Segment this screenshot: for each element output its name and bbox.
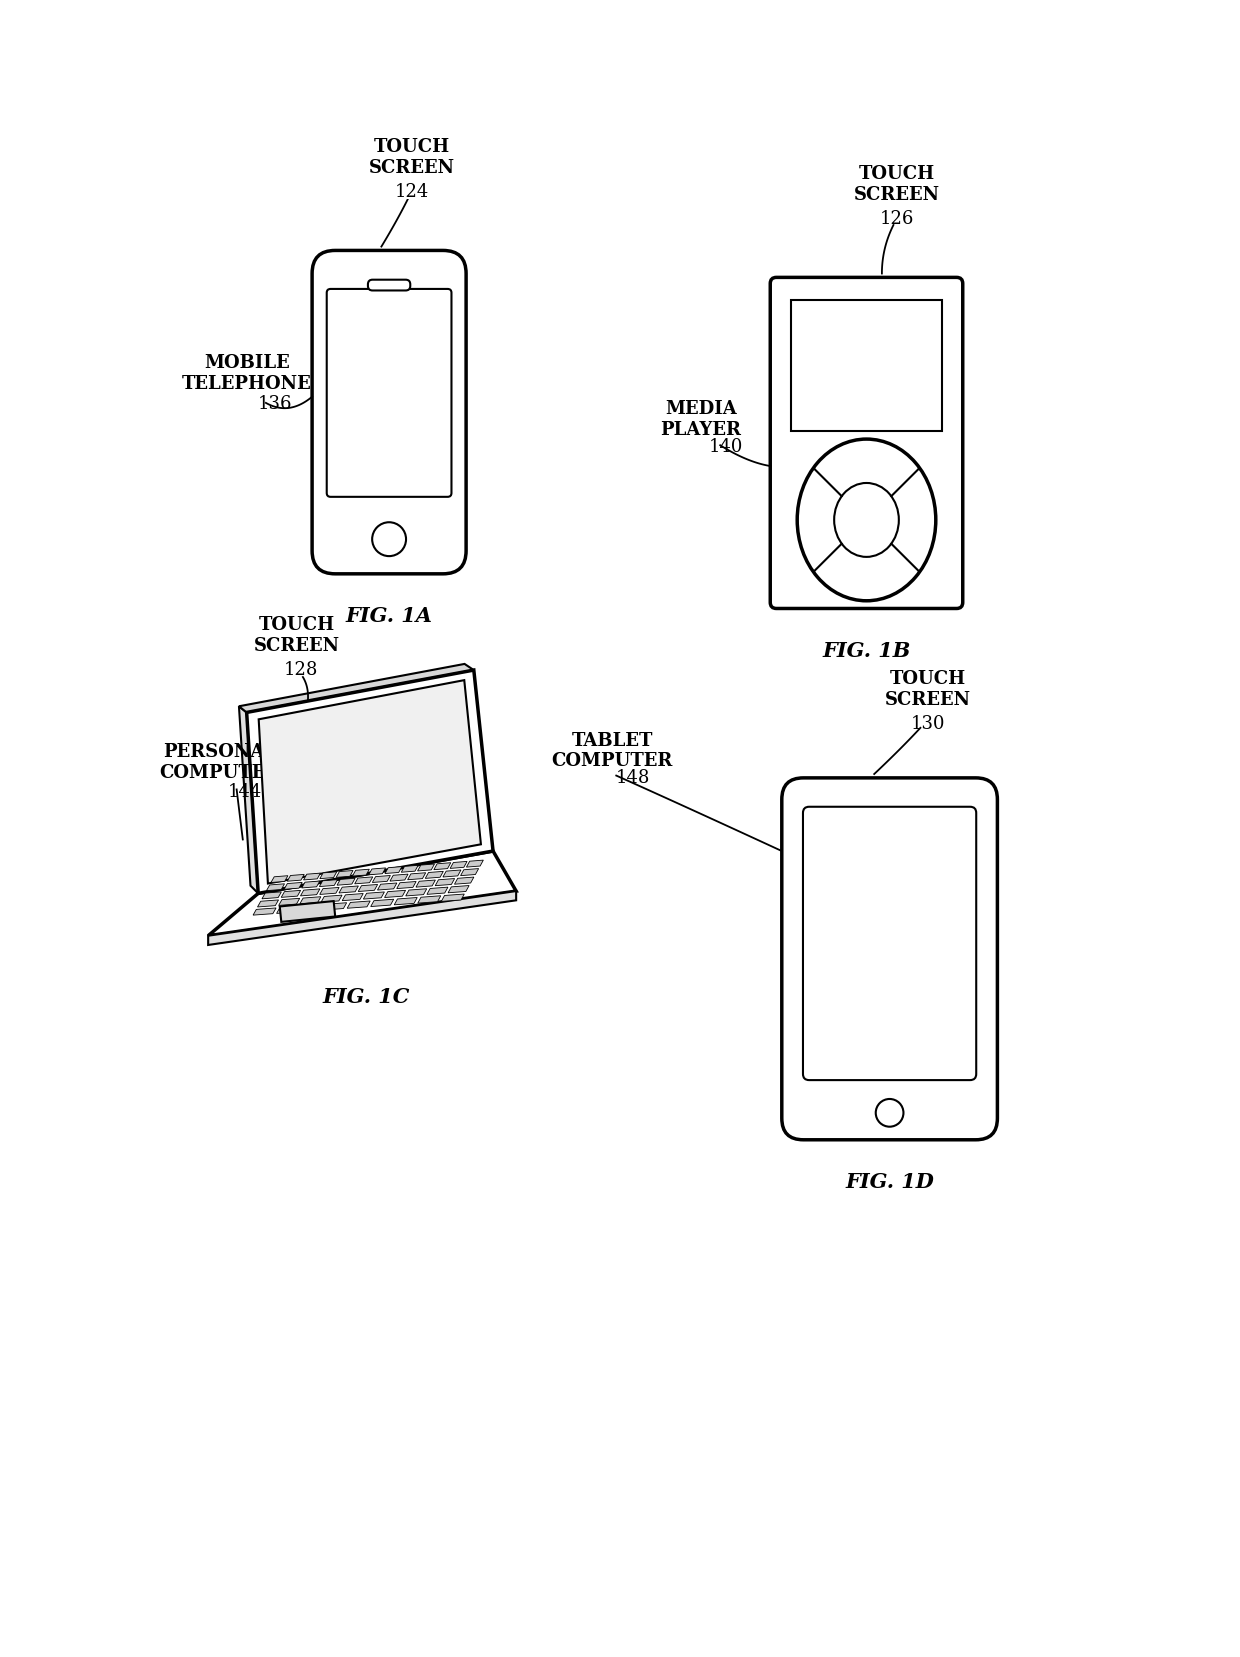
Text: 126: 126 xyxy=(880,210,914,229)
Polygon shape xyxy=(425,872,444,878)
Text: PERSONAL
COMPUTER: PERSONAL COMPUTER xyxy=(159,742,280,782)
Polygon shape xyxy=(301,882,320,888)
Polygon shape xyxy=(455,877,474,885)
Polygon shape xyxy=(408,873,425,880)
Polygon shape xyxy=(279,898,300,905)
Polygon shape xyxy=(258,900,279,906)
Polygon shape xyxy=(253,908,277,915)
Polygon shape xyxy=(368,868,386,875)
Polygon shape xyxy=(239,664,474,713)
Polygon shape xyxy=(320,888,339,895)
Polygon shape xyxy=(394,898,417,905)
Polygon shape xyxy=(371,900,394,906)
Polygon shape xyxy=(427,886,448,895)
Text: 124: 124 xyxy=(396,184,429,202)
FancyBboxPatch shape xyxy=(781,777,997,1140)
Text: 140: 140 xyxy=(708,437,743,456)
Polygon shape xyxy=(272,875,288,883)
Polygon shape xyxy=(363,891,384,900)
Circle shape xyxy=(875,1099,904,1127)
Text: 128: 128 xyxy=(284,661,317,679)
Text: TABLET
COMPUTER: TABLET COMPUTER xyxy=(552,731,673,771)
FancyBboxPatch shape xyxy=(804,807,976,1080)
Polygon shape xyxy=(415,880,435,886)
Bar xyxy=(791,300,941,431)
Polygon shape xyxy=(281,890,300,898)
Text: MOBILE
TELEPHONE: MOBILE TELEPHONE xyxy=(182,355,311,393)
Polygon shape xyxy=(384,867,402,873)
Polygon shape xyxy=(435,878,455,886)
Polygon shape xyxy=(355,877,373,883)
Text: 136: 136 xyxy=(258,396,293,414)
Text: FIG. 1B: FIG. 1B xyxy=(822,641,910,661)
Polygon shape xyxy=(262,891,281,898)
Polygon shape xyxy=(277,906,300,913)
FancyBboxPatch shape xyxy=(770,277,962,608)
Polygon shape xyxy=(304,873,320,880)
Polygon shape xyxy=(418,896,440,903)
Polygon shape xyxy=(342,893,363,901)
Polygon shape xyxy=(460,868,479,875)
Polygon shape xyxy=(391,875,408,882)
Polygon shape xyxy=(321,895,342,903)
Polygon shape xyxy=(259,679,481,883)
Polygon shape xyxy=(372,875,391,883)
Ellipse shape xyxy=(835,482,899,557)
Polygon shape xyxy=(434,863,451,870)
Text: TOUCH
SCREEN: TOUCH SCREEN xyxy=(854,166,940,204)
Polygon shape xyxy=(448,885,469,893)
Polygon shape xyxy=(267,883,284,891)
Polygon shape xyxy=(324,903,347,910)
Polygon shape xyxy=(300,905,324,911)
Text: TOUCH
SCREEN: TOUCH SCREEN xyxy=(885,669,971,709)
Polygon shape xyxy=(441,895,464,901)
FancyBboxPatch shape xyxy=(326,288,451,497)
Polygon shape xyxy=(466,860,484,867)
Text: 148: 148 xyxy=(616,769,651,787)
Text: FIG. 1A: FIG. 1A xyxy=(346,606,433,626)
Polygon shape xyxy=(208,891,516,944)
Polygon shape xyxy=(384,890,405,898)
Polygon shape xyxy=(352,870,370,877)
Polygon shape xyxy=(443,870,461,877)
Polygon shape xyxy=(377,883,397,890)
Polygon shape xyxy=(358,885,378,891)
Polygon shape xyxy=(339,886,358,893)
Polygon shape xyxy=(402,865,418,872)
Polygon shape xyxy=(405,888,427,896)
Polygon shape xyxy=(397,882,417,888)
Polygon shape xyxy=(450,862,467,868)
Text: TOUCH
SCREEN: TOUCH SCREEN xyxy=(370,139,455,177)
Ellipse shape xyxy=(797,439,936,601)
Polygon shape xyxy=(418,863,434,872)
Polygon shape xyxy=(347,901,371,908)
Polygon shape xyxy=(280,901,335,921)
Polygon shape xyxy=(284,883,303,890)
Text: 144: 144 xyxy=(227,782,262,800)
Polygon shape xyxy=(288,875,304,882)
Text: FIG. 1C: FIG. 1C xyxy=(322,988,409,1007)
Circle shape xyxy=(372,522,405,557)
Polygon shape xyxy=(300,888,320,896)
Polygon shape xyxy=(247,669,494,893)
Polygon shape xyxy=(208,852,516,936)
FancyBboxPatch shape xyxy=(312,250,466,573)
Polygon shape xyxy=(337,878,355,885)
Polygon shape xyxy=(239,706,258,893)
Polygon shape xyxy=(300,896,321,903)
Polygon shape xyxy=(336,870,353,877)
Text: TOUCH
SCREEN: TOUCH SCREEN xyxy=(254,616,340,655)
Text: 130: 130 xyxy=(911,714,945,732)
Text: FIG. 1D: FIG. 1D xyxy=(846,1171,934,1191)
Polygon shape xyxy=(320,880,337,886)
Text: MEDIA
PLAYER: MEDIA PLAYER xyxy=(661,401,742,439)
FancyBboxPatch shape xyxy=(368,280,410,290)
Polygon shape xyxy=(320,872,337,878)
